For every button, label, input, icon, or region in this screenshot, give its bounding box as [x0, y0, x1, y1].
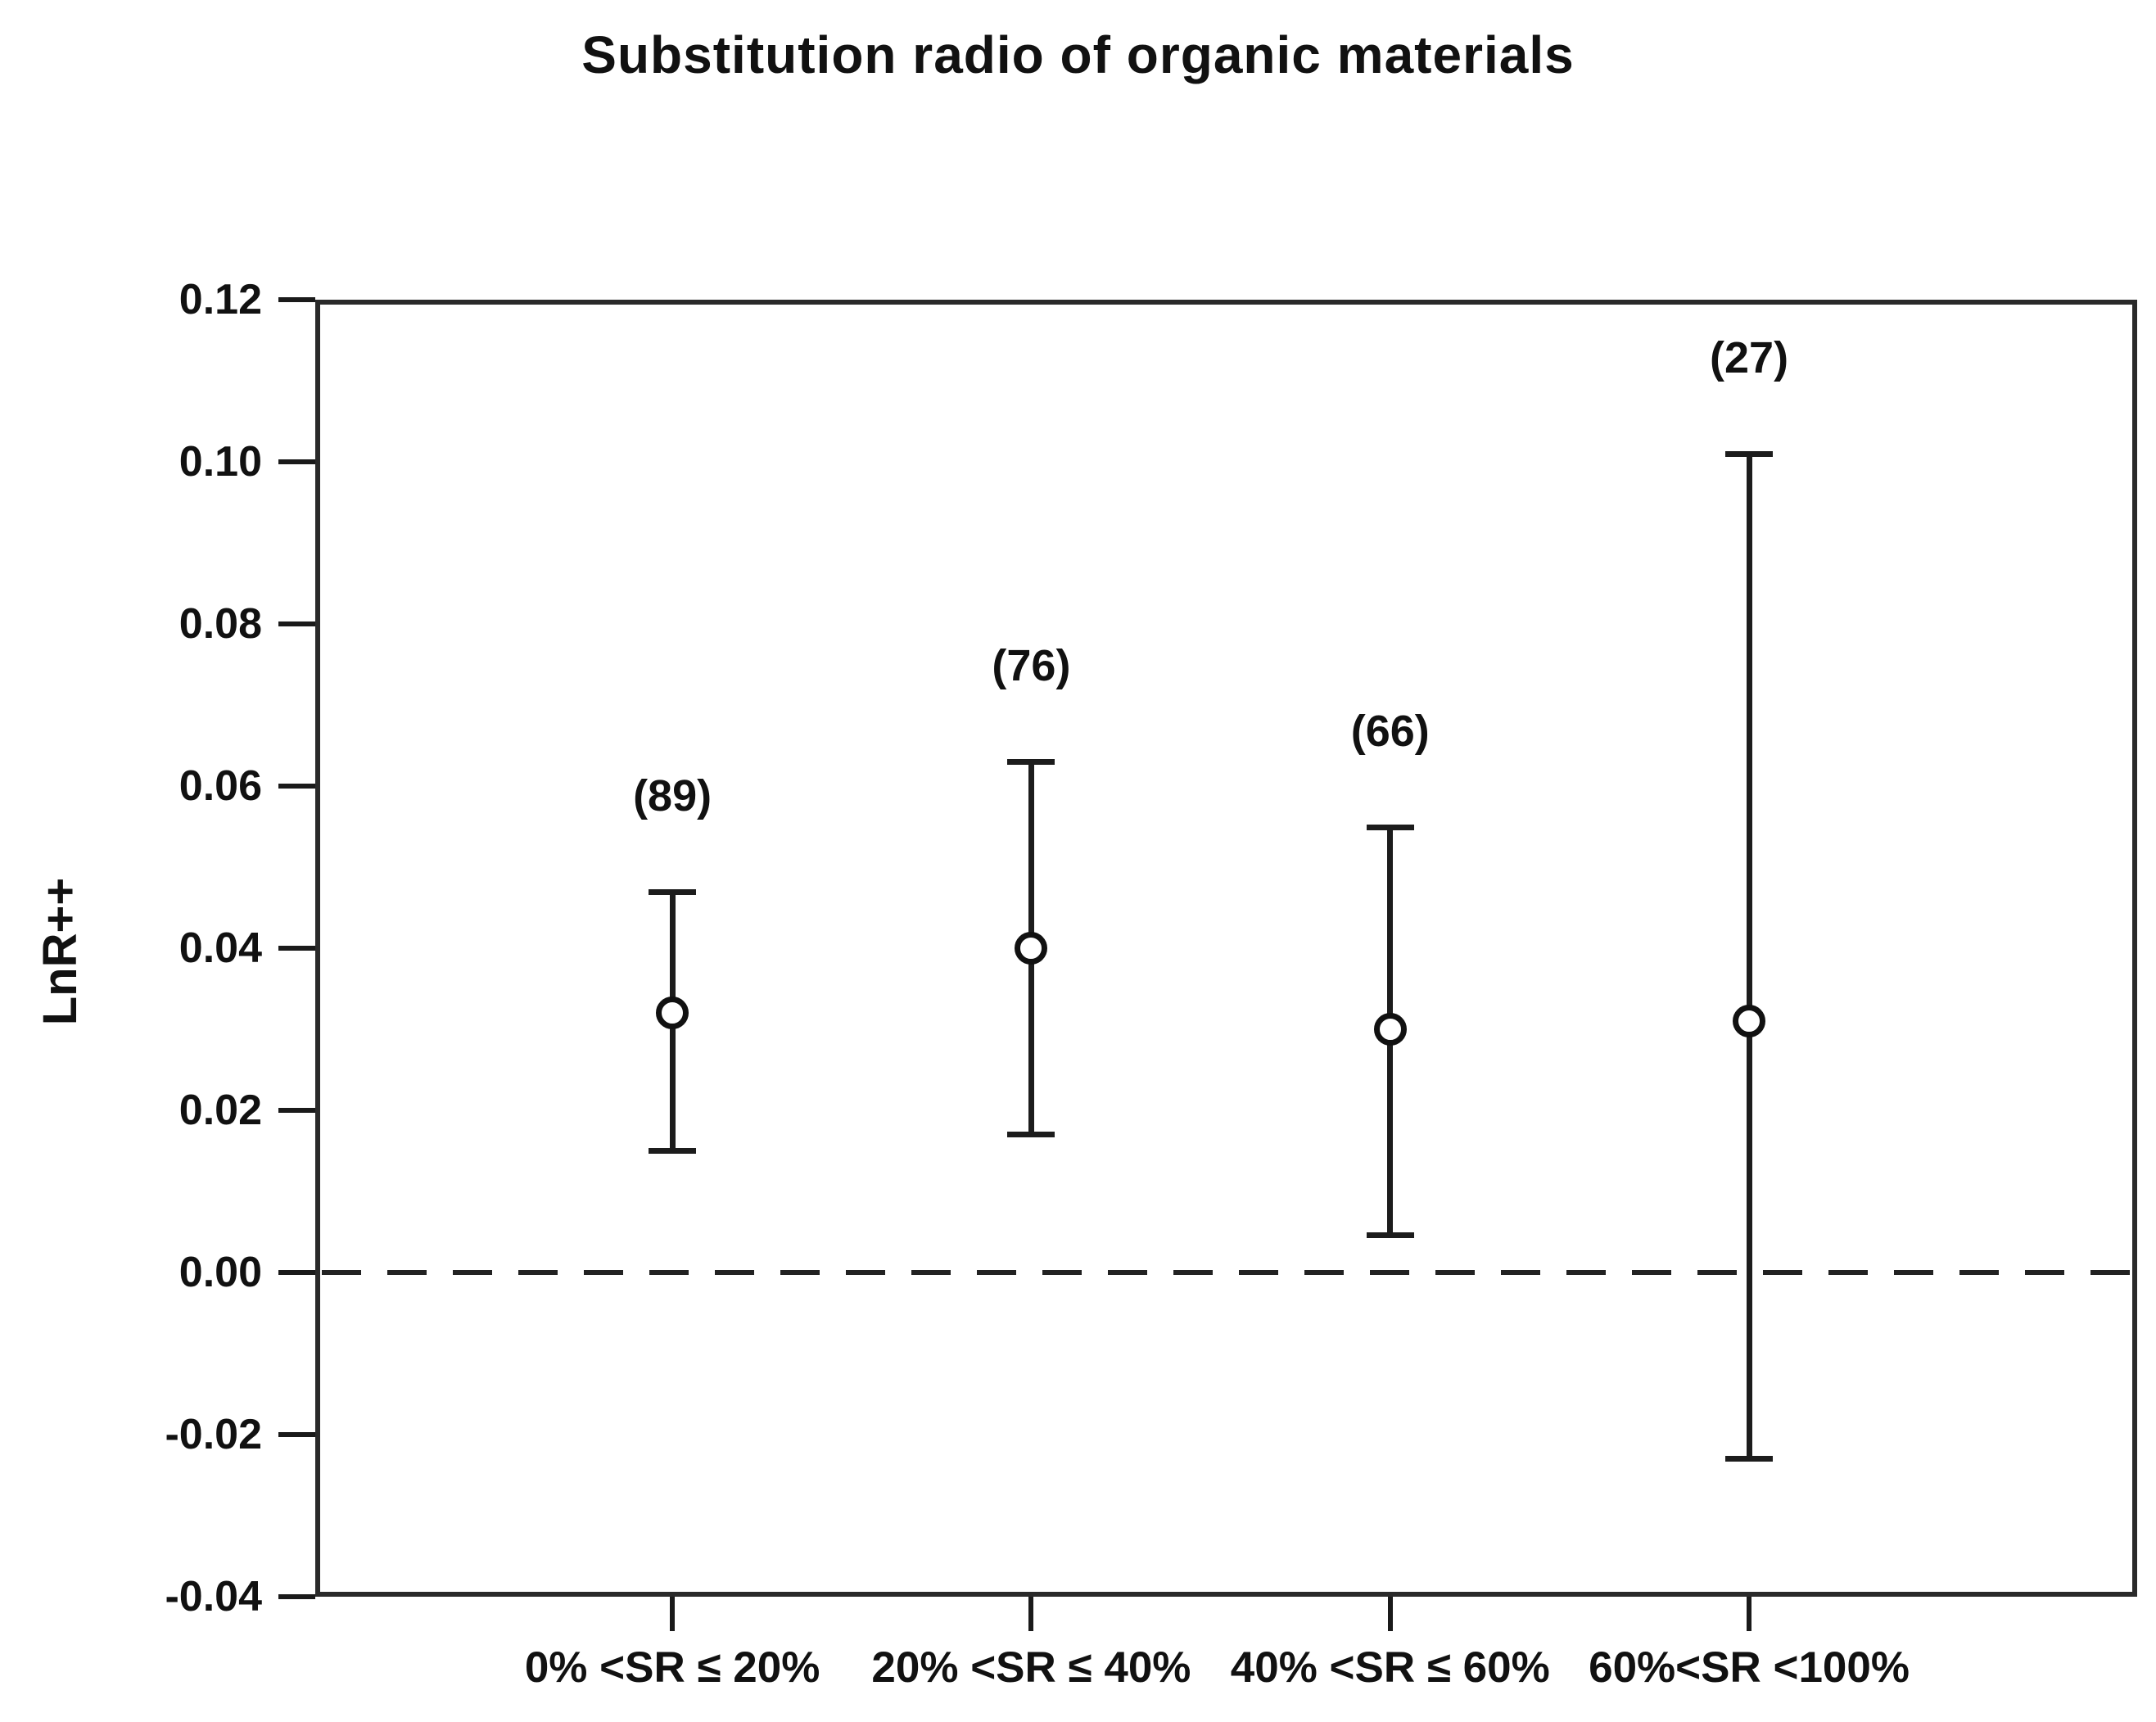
y-axis-tick	[278, 1270, 315, 1275]
error-bar-cap-top	[1725, 451, 1774, 458]
error-bar-cap-top	[1007, 759, 1055, 766]
plot-frame	[315, 300, 2137, 1597]
y-axis-tick	[278, 784, 315, 789]
sample-count-label: (76)	[992, 641, 1071, 691]
mean-marker	[656, 997, 689, 1030]
y-axis-tick	[278, 1432, 315, 1437]
y-axis-tick-label: 0.04	[179, 924, 262, 972]
x-axis-tick	[1747, 1597, 1752, 1631]
error-bar-cap-top	[1366, 824, 1414, 830]
error-bar-cap-bottom	[1366, 1232, 1414, 1239]
x-axis-tick	[1028, 1597, 1034, 1631]
x-axis-tick	[1387, 1597, 1393, 1631]
x-axis-category-label: 40% <SR ≤ 60%	[1230, 1643, 1550, 1692]
x-axis-category-label: 0% <SR ≤ 20%	[524, 1643, 820, 1692]
error-bar	[1746, 454, 1752, 1459]
y-axis-tick-label: -0.04	[165, 1573, 262, 1620]
x-axis-category-label: 60%<SR <100%	[1589, 1643, 1910, 1692]
chart-title: Substitution radio of organic materials	[581, 25, 1575, 84]
y-axis-tick-label: 0.12	[179, 276, 262, 323]
error-bar-cap-bottom	[1007, 1131, 1055, 1137]
y-axis-tick	[278, 621, 315, 626]
y-axis-tick-label: 0.00	[179, 1249, 262, 1296]
y-axis-tick-label: 0.06	[179, 762, 262, 810]
y-axis-tick-label: -0.02	[165, 1411, 262, 1458]
sample-count-label: (66)	[1350, 706, 1430, 756]
y-axis-tick	[278, 946, 315, 951]
error-bar-cap-top	[649, 888, 697, 895]
mean-marker	[1015, 932, 1048, 965]
mean-marker	[1733, 1005, 1766, 1038]
y-axis-tick-label: 0.02	[179, 1087, 262, 1134]
x-axis-category-label: 20% <SR ≤ 40%	[871, 1643, 1191, 1692]
zero-reference-line	[322, 1270, 2131, 1275]
y-axis-tick-label: 0.08	[179, 600, 262, 648]
y-axis-tick	[278, 459, 315, 464]
y-axis-tick-label: 0.10	[179, 438, 262, 486]
y-axis-tick	[278, 297, 315, 302]
mean-marker	[1373, 1013, 1407, 1046]
error-bar-cap-bottom	[649, 1147, 697, 1154]
y-axis-tick	[278, 1108, 315, 1113]
sample-count-label: (89)	[633, 771, 712, 820]
x-axis-tick	[670, 1597, 676, 1631]
error-bar-cap-bottom	[1725, 1455, 1774, 1462]
sample-count-label: (27)	[1710, 333, 1789, 383]
y-axis-tick	[278, 1594, 315, 1599]
